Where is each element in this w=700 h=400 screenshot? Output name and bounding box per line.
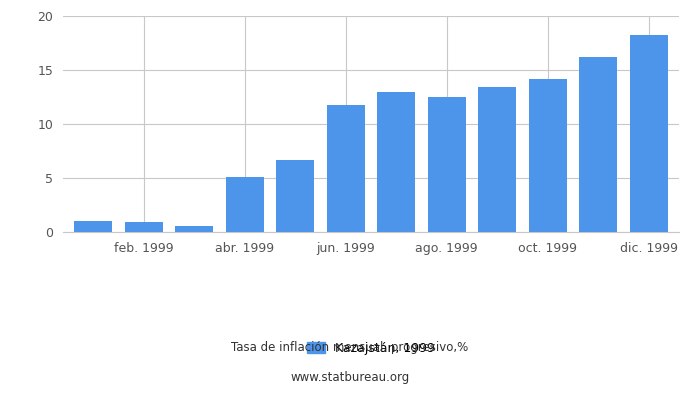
Bar: [276, 160, 314, 232]
Bar: [175, 226, 214, 232]
Bar: [327, 104, 365, 232]
Bar: [226, 177, 264, 232]
Bar: [478, 87, 516, 232]
Bar: [428, 97, 466, 232]
Bar: [630, 36, 668, 232]
Text: www.statbureau.org: www.statbureau.org: [290, 372, 410, 384]
Text: Tasa de inflación mensual, progresivo,%: Tasa de inflación mensual, progresivo,%: [232, 342, 468, 354]
Bar: [377, 92, 415, 232]
Bar: [528, 79, 567, 232]
Bar: [74, 221, 112, 232]
Legend: Kazajstán, 1999: Kazajstán, 1999: [302, 337, 440, 360]
Bar: [125, 222, 162, 232]
Bar: [580, 57, 617, 232]
